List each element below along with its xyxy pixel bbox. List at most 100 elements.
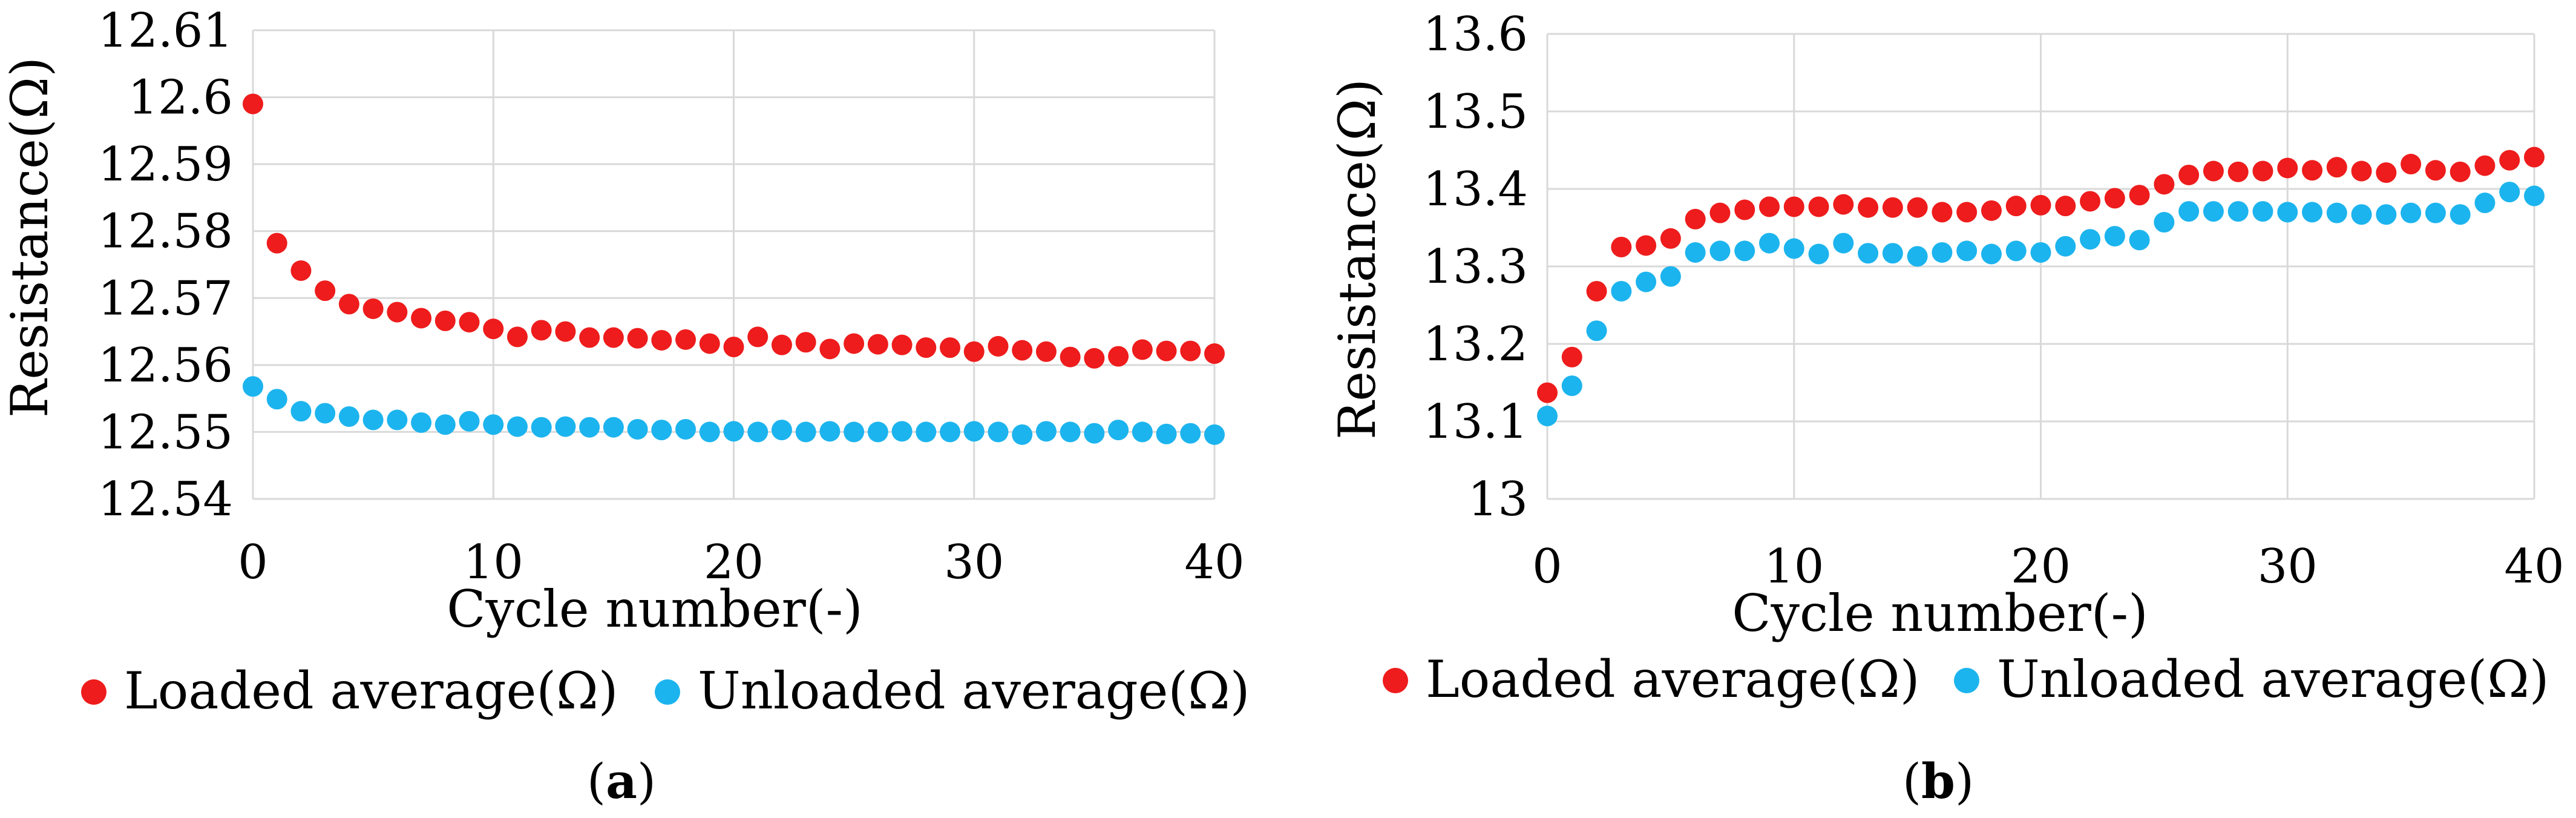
- chart-b-point-unloaded: [2252, 201, 2273, 222]
- chart-b-point-unloaded: [1758, 233, 1780, 254]
- chart-a-point-loaded: [555, 321, 576, 342]
- chart-b-y-tick-label: 13.5: [1423, 85, 1528, 139]
- chart-a-point-loaded: [699, 333, 720, 354]
- chart-a-point-unloaded: [747, 421, 769, 443]
- chart-a-point-loaded: [603, 327, 624, 348]
- chart-b-point-loaded: [1611, 237, 1632, 257]
- chart-b-point-unloaded: [2376, 204, 2397, 225]
- chart-b-point-loaded: [2450, 161, 2471, 182]
- chart-a-point-unloaded: [579, 417, 600, 438]
- chart-b-x-tick-label: 0: [1532, 539, 1562, 594]
- chart-b-point-unloaded: [2055, 236, 2076, 257]
- chart-b-legend-label-unloaded: Unloaded average(Ω): [1997, 650, 2549, 709]
- chart-b-point-loaded: [2302, 160, 2323, 181]
- chart-b-point-unloaded: [1932, 242, 1953, 263]
- chart-b-point-unloaded: [2178, 201, 2200, 222]
- chart-a-point-unloaded: [699, 421, 720, 443]
- chart-a-point-loaded: [771, 334, 792, 355]
- chart-a-caption: (a): [587, 753, 656, 810]
- chart-b-point-loaded: [2425, 160, 2446, 181]
- chart-b-y-tick-label: 13.1: [1423, 395, 1528, 449]
- chart-b-data-points: [1537, 147, 2545, 427]
- chart-b-point-loaded: [1636, 235, 1657, 256]
- chart-a-point-loaded: [795, 332, 816, 353]
- chart-a-point-loaded: [411, 308, 432, 329]
- chart-a-point-unloaded: [1180, 423, 1201, 444]
- chart-b-point-unloaded: [2425, 202, 2446, 223]
- chart-b-point-unloaded: [1833, 233, 1854, 254]
- chart-a-legend-label-unloaded: Unloaded average(Ω): [698, 661, 1250, 721]
- chart-b-point-loaded: [1685, 208, 1706, 229]
- chart-a-point-loaded: [483, 318, 504, 340]
- chart-panel-a: 12.5412.5512.5612.5712.5812.5912.612.61 …: [0, 4, 1250, 810]
- chart-b-point-loaded: [1932, 202, 1953, 223]
- chart-a-point-loaded: [338, 294, 359, 315]
- chart-b-point-unloaded: [2499, 182, 2520, 203]
- chart-a-y-tick-label: 12.54: [98, 472, 233, 527]
- chart-b-point-loaded: [2326, 157, 2347, 178]
- chart-a-point-unloaded: [627, 419, 648, 440]
- chart-a-y-tick-labels: 12.54 12.55 12.56 12.57 12.58 12.59 12.6 12.61: [98, 4, 233, 527]
- chart-a-point-loaded: [531, 320, 552, 341]
- chart-b-point-loaded: [1586, 280, 1607, 302]
- chart-a-point-unloaded: [891, 421, 913, 442]
- chart-b-point-loaded: [1561, 346, 1582, 368]
- chart-a-gridlines: [252, 29, 1216, 500]
- chart-b-point-loaded: [2055, 196, 2076, 217]
- chart-b-point-loaded: [1907, 197, 1928, 218]
- chart-b-point-loaded: [2104, 188, 2125, 209]
- chart-b-point-unloaded: [1734, 240, 1755, 262]
- chart-b-x-tick-label: 40: [2504, 539, 2564, 594]
- chart-a-point-unloaded: [243, 376, 263, 397]
- chart-b-x-axis-title: Cycle number(-): [1732, 584, 2148, 643]
- chart-a-y-tick-label: 12.58: [98, 205, 233, 259]
- chart-b-y-tick-label: 13.2: [1423, 317, 1528, 372]
- chart-a-point-unloaded: [1108, 420, 1129, 441]
- chart-a-point-unloaded: [723, 421, 744, 442]
- chart-b-point-unloaded: [1561, 375, 1582, 397]
- chart-a-y-tick-label: 12.6: [128, 71, 233, 125]
- chart-b-point-loaded: [1858, 197, 1879, 218]
- chart-b-point-loaded: [2178, 164, 2200, 185]
- chart-a-y-tick-label: 12.56: [98, 338, 233, 393]
- chart-b-point-unloaded: [2524, 185, 2545, 206]
- chart-b-legend: Loaded average(Ω) Unloaded average(Ω): [1383, 650, 2549, 709]
- chart-a-point-unloaded: [795, 421, 816, 443]
- chart-a-point-unloaded: [1132, 421, 1153, 443]
- chart-a-point-loaded: [1108, 346, 1129, 367]
- chart-b-y-tick-label: 13.3: [1423, 240, 1528, 294]
- chart-b-point-loaded: [1758, 196, 1780, 217]
- chart-a-point-unloaded: [266, 389, 287, 410]
- chart-b-point-loaded: [2030, 194, 2051, 216]
- chart-a-point-unloaded: [411, 412, 432, 433]
- chart-b-point-loaded: [1537, 382, 1558, 403]
- chart-a-point-unloaded: [362, 409, 384, 430]
- chart-b-x-tick-label: 10: [1764, 539, 1824, 594]
- chart-b-point-loaded: [2499, 150, 2520, 171]
- chart-a-y-axis-title: Resistance(Ω): [0, 57, 59, 418]
- chart-b-point-unloaded: [1808, 243, 1829, 265]
- chart-a-point-loaded: [387, 302, 408, 323]
- chart-a-point-loaded: [1180, 340, 1201, 361]
- chart-a-y-tick-label: 12.61: [98, 4, 233, 58]
- chart-a-x-tick-label: 40: [1184, 535, 1244, 590]
- chart-a-point-loaded: [1060, 346, 1081, 368]
- chart-b-point-unloaded: [2474, 193, 2496, 214]
- chart-a-point-unloaded: [1156, 423, 1177, 444]
- chart-a-data-points: [243, 93, 1225, 445]
- chart-a-point-loaded: [579, 327, 600, 348]
- chart-b-point-unloaded: [2302, 202, 2323, 223]
- chart-b-point-unloaded: [1882, 243, 1903, 264]
- chart-a-point-loaded: [1084, 348, 1105, 369]
- chart-b-point-unloaded: [1537, 406, 1558, 427]
- chart-b-gridlines: [1546, 33, 2535, 500]
- chart-b-point-loaded: [2252, 160, 2273, 182]
- chart-a-point-unloaded: [940, 421, 961, 443]
- chart-a-point-loaded: [988, 335, 1009, 357]
- chart-b-point-unloaded: [2203, 201, 2224, 222]
- chart-b-point-unloaded: [2005, 240, 2027, 262]
- chart-b-point-unloaded: [2227, 201, 2249, 222]
- chart-a-legend: Loaded average(Ω) Unloaded average(Ω): [81, 661, 1250, 721]
- chart-a-point-loaded: [290, 260, 312, 281]
